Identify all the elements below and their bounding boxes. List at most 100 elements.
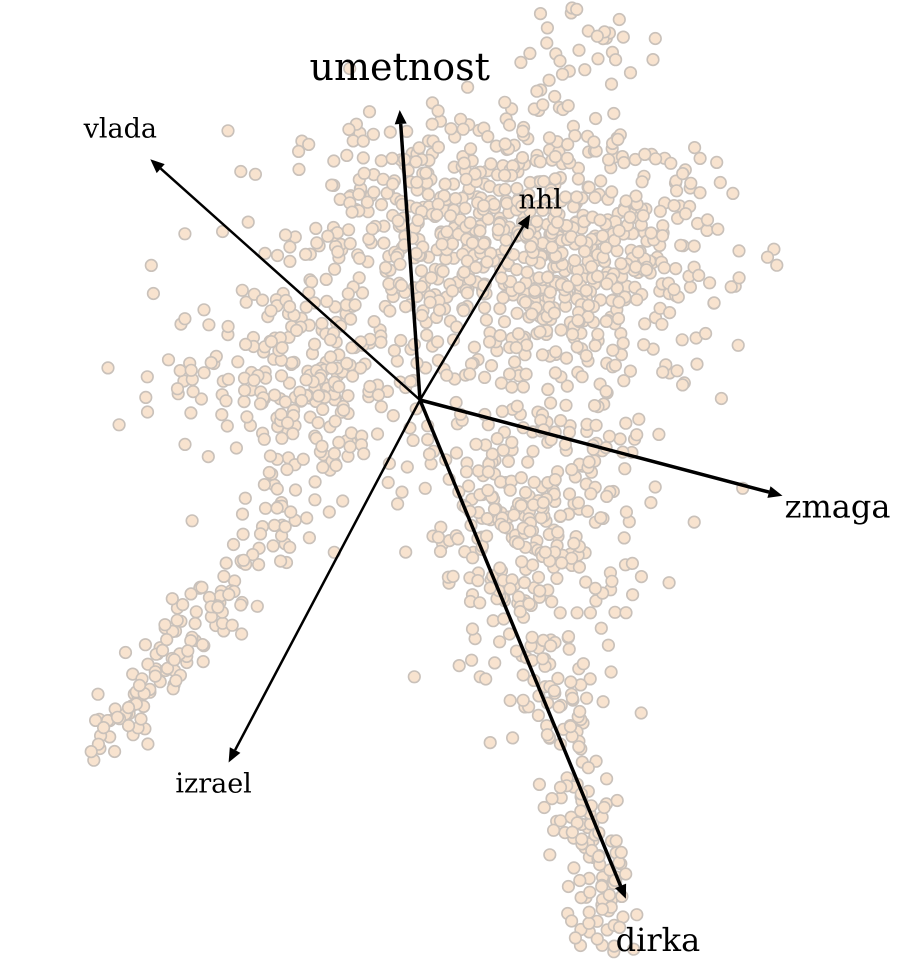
data-point — [543, 285, 557, 299]
data-point — [608, 53, 623, 67]
data-point — [202, 318, 216, 332]
data-point — [139, 390, 153, 405]
data-point — [393, 257, 407, 271]
data-point — [440, 368, 454, 382]
data-point — [571, 172, 586, 186]
data-point — [381, 475, 395, 490]
data-point — [578, 63, 592, 77]
data-point — [488, 656, 502, 670]
data-point — [714, 391, 729, 406]
data-point — [178, 227, 192, 241]
data-point — [648, 152, 663, 166]
data-point — [456, 122, 470, 136]
data-point — [481, 483, 495, 497]
data-point — [403, 374, 418, 389]
data-point — [514, 499, 528, 513]
data-point — [316, 402, 330, 417]
data-point — [600, 277, 614, 291]
data-point — [545, 791, 559, 806]
data-point — [188, 616, 202, 631]
data-point — [340, 356, 354, 371]
data-point — [616, 336, 630, 350]
data-point — [553, 814, 568, 828]
data-point — [674, 238, 688, 252]
data-point — [194, 392, 208, 406]
data-point — [457, 265, 471, 279]
data-point — [516, 668, 530, 682]
data-point — [433, 303, 447, 317]
data-point — [221, 124, 235, 138]
data-point — [463, 216, 477, 230]
data-point — [309, 221, 323, 235]
data-point — [138, 638, 152, 652]
data-point — [499, 233, 513, 247]
data-point — [532, 777, 547, 792]
data-point — [383, 304, 397, 318]
data-point — [409, 246, 423, 261]
data-point — [518, 485, 533, 500]
data-point — [591, 52, 605, 66]
data-point — [178, 437, 192, 452]
data-point — [551, 525, 565, 539]
data-point — [160, 632, 174, 647]
data-point — [524, 240, 538, 254]
data-point — [605, 574, 619, 588]
data-point — [531, 708, 546, 723]
data-point — [184, 587, 198, 601]
data-point — [494, 271, 509, 285]
data-point — [510, 399, 524, 413]
data-point — [600, 489, 614, 504]
data-point — [296, 452, 310, 466]
data-point — [630, 428, 644, 442]
data-point — [457, 156, 471, 170]
data-point — [264, 304, 278, 318]
data-point — [286, 427, 300, 441]
data-point — [590, 932, 604, 946]
data-point — [469, 437, 483, 451]
data-point — [581, 761, 595, 775]
data-point — [588, 581, 602, 596]
data-point — [481, 130, 495, 144]
data-point — [571, 496, 586, 510]
vector-vlada-arrowhead — [150, 159, 165, 174]
data-point — [167, 653, 181, 667]
data-point — [226, 537, 241, 552]
data-point — [612, 920, 627, 935]
data-point — [572, 43, 586, 57]
data-point — [562, 425, 577, 440]
data-point — [517, 575, 532, 590]
data-point — [411, 213, 425, 227]
data-point — [588, 111, 603, 126]
data-point — [440, 225, 454, 239]
vector-label-vlada: vlada — [83, 113, 157, 144]
data-point — [657, 261, 671, 275]
data-point — [264, 335, 278, 349]
data-point — [270, 501, 284, 515]
data-point — [465, 236, 480, 250]
data-point — [352, 271, 366, 285]
data-point — [91, 687, 105, 701]
data-point — [240, 410, 254, 424]
data-point — [540, 36, 554, 50]
data-point — [617, 156, 631, 170]
data-point — [253, 397, 268, 411]
data-point — [548, 89, 562, 104]
data-point — [465, 653, 479, 667]
data-point — [531, 570, 546, 584]
data-point — [395, 485, 409, 499]
data-point — [239, 295, 253, 309]
data-point — [540, 728, 555, 742]
data-point — [579, 349, 593, 363]
data-point — [559, 351, 574, 365]
data-point — [577, 244, 592, 258]
data-point — [88, 713, 103, 728]
data-point — [189, 605, 203, 619]
data-point — [371, 388, 386, 402]
data-point — [386, 409, 400, 423]
data-point — [285, 356, 299, 370]
data-point — [655, 317, 669, 331]
data-point — [581, 298, 596, 313]
data-point — [235, 627, 249, 641]
data-point — [324, 350, 338, 364]
